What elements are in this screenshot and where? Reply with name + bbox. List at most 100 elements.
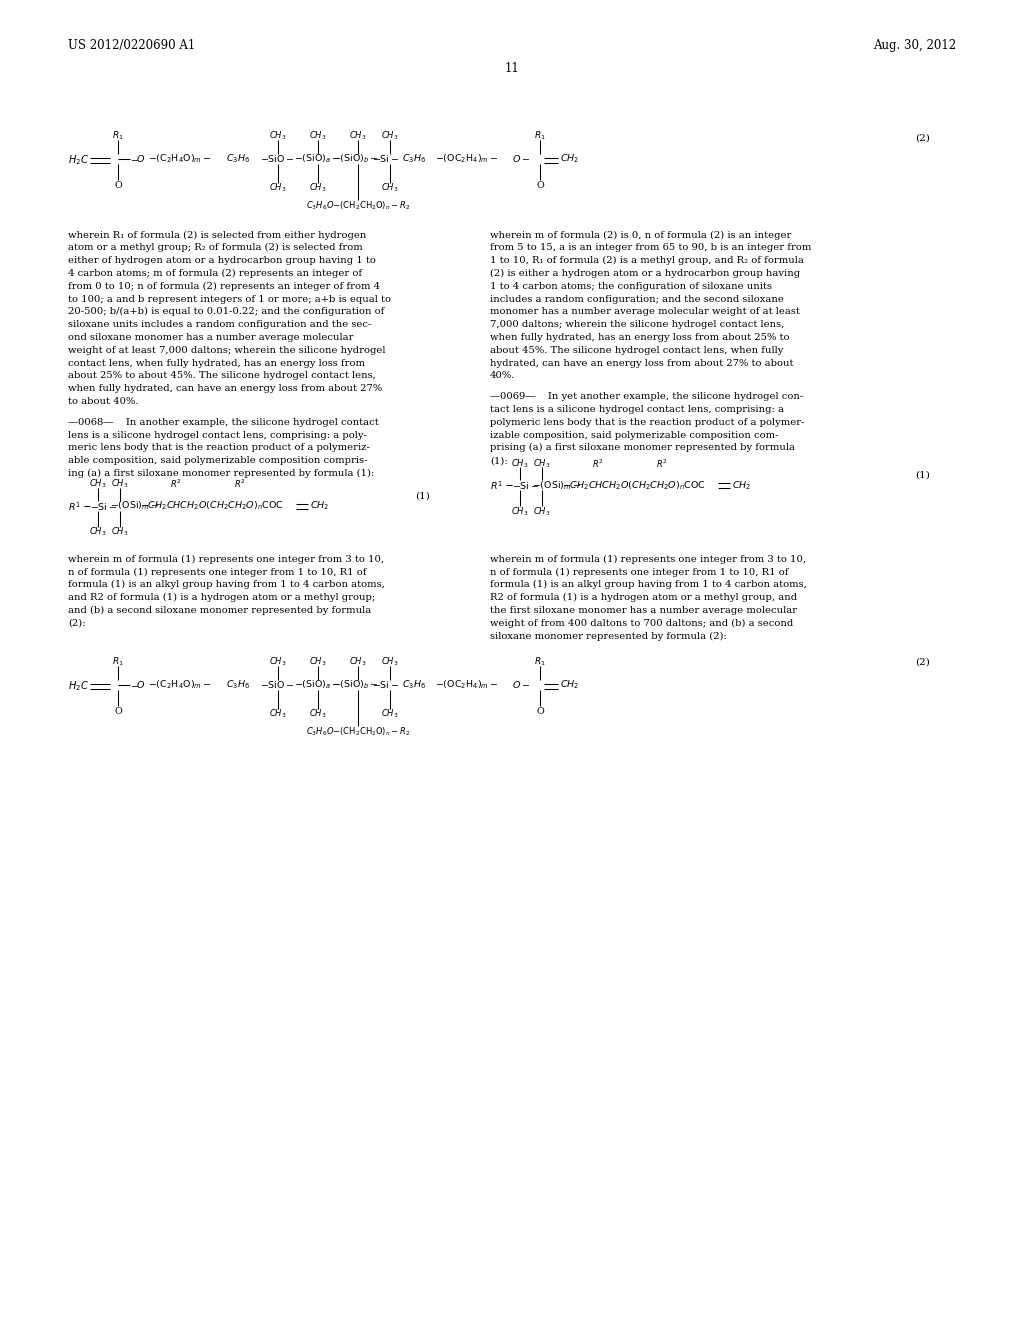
Text: $CH_3$: $CH_3$ (269, 182, 287, 194)
Text: $R_1$: $R_1$ (112, 656, 124, 668)
Text: $H_2C$: $H_2C$ (68, 678, 89, 693)
Text: $CH_3$: $CH_3$ (534, 506, 551, 517)
Text: $C_3H_6$: $C_3H_6$ (402, 678, 426, 692)
Text: $\mathrm{-(OSi)_{\it{m}}-}$: $\mathrm{-(OSi)_{\it{m}}-}$ (532, 479, 582, 491)
Text: to 100; a and b represent integers of 1 or more; a+b is equal to: to 100; a and b represent integers of 1 … (68, 294, 391, 304)
Text: $\mathrm{-(C_2H_4O)_{\it{m}}-}$: $\mathrm{-(C_2H_4O)_{\it{m}}-}$ (148, 678, 211, 692)
Text: $\mathrm{-(SiO)_{\it{a}}-}$: $\mathrm{-(SiO)_{\it{a}}-}$ (294, 153, 341, 165)
Text: —0069―    In yet another example, the silicone hydrogel con-: —0069― In yet another example, the silic… (490, 392, 803, 401)
Text: $CH_3$: $CH_3$ (112, 525, 129, 539)
Text: $-$: $-$ (130, 680, 139, 689)
Text: $R^2$: $R^2$ (592, 457, 604, 470)
Text: $\mathrm{-(OC_2H_4)_{\it{m}}-}$: $\mathrm{-(OC_2H_4)_{\it{m}}-}$ (435, 678, 499, 692)
Text: $CH_3$: $CH_3$ (511, 506, 528, 517)
Text: $-CH_2CHCH_2O(CH_2CH_2O)_n\mathrm{COC}$: $-CH_2CHCH_2O(CH_2CH_2O)_n\mathrm{COC}$ (140, 500, 284, 512)
Text: R2 of formula (1) is a hydrogen atom or a methyl group, and: R2 of formula (1) is a hydrogen atom or … (490, 593, 797, 602)
Text: (1): (1) (415, 492, 430, 500)
Text: $CH_3$: $CH_3$ (381, 656, 398, 668)
Text: $C_3H_6O\mathrm{-(CH_2CH_2O)_{\it{n}}-}R_2$: $C_3H_6O\mathrm{-(CH_2CH_2O)_{\it{n}}-}R… (306, 199, 411, 213)
Text: $H_2C$: $H_2C$ (68, 153, 89, 166)
Text: ing (a) a first siloxane monomer represented by formula (1):: ing (a) a first siloxane monomer represe… (68, 469, 375, 478)
Text: $CH_3$: $CH_3$ (511, 457, 528, 470)
Text: $-$: $-$ (130, 154, 139, 164)
Text: $CH_3$: $CH_3$ (309, 182, 327, 194)
Text: $-\mathrm{Si}-$: $-\mathrm{Si}-$ (372, 680, 399, 690)
Text: 11: 11 (505, 62, 519, 74)
Text: contact lens, when fully hydrated, has an energy loss from: contact lens, when fully hydrated, has a… (68, 359, 365, 367)
Text: siloxane units includes a random configuration and the sec-: siloxane units includes a random configu… (68, 321, 372, 329)
Text: O: O (114, 708, 122, 717)
Text: formula (1) is an alkyl group having from 1 to 4 carbon atoms,: formula (1) is an alkyl group having fro… (490, 581, 807, 589)
Text: ond siloxane monomer has a number average molecular: ond siloxane monomer has a number averag… (68, 333, 353, 342)
Text: $C_3H_6$: $C_3H_6$ (226, 678, 250, 692)
Text: $O$: $O$ (136, 680, 145, 690)
Text: $CH_3$: $CH_3$ (349, 656, 367, 668)
Text: and R2 of formula (1) is a hydrogen atom or a methyl group;: and R2 of formula (1) is a hydrogen atom… (68, 593, 375, 602)
Text: $-\mathrm{Si}-$: $-\mathrm{Si}-$ (90, 500, 118, 512)
Text: $\mathrm{-(OC_2H_4)_{\it{m}}-}$: $\mathrm{-(OC_2H_4)_{\it{m}}-}$ (435, 153, 499, 165)
Text: $CH_3$: $CH_3$ (269, 129, 287, 143)
Text: $CH_3$: $CH_3$ (89, 525, 106, 539)
Text: $-\mathrm{SiO}-$: $-\mathrm{SiO}-$ (260, 153, 295, 165)
Text: meric lens body that is the reaction product of a polymeriz-: meric lens body that is the reaction pro… (68, 444, 370, 453)
Text: n of formula (1) represents one integer from 1 to 10, R1 of: n of formula (1) represents one integer … (68, 568, 367, 577)
Text: $CH_2$: $CH_2$ (732, 479, 752, 491)
Text: Aug. 30, 2012: Aug. 30, 2012 (872, 40, 956, 53)
Text: prising (a) a first siloxane monomer represented by formula: prising (a) a first siloxane monomer rep… (490, 444, 795, 453)
Text: 20-500; b/(a+b) is equal to 0.01-0.22; and the configuration of: 20-500; b/(a+b) is equal to 0.01-0.22; a… (68, 308, 384, 317)
Text: $R^1$: $R^1$ (68, 500, 81, 512)
Text: $-\mathrm{SiO}-$: $-\mathrm{SiO}-$ (260, 680, 295, 690)
Text: 7,000 daltons; wherein the silicone hydrogel contact lens,: 7,000 daltons; wherein the silicone hydr… (490, 321, 784, 329)
Text: weight of from 400 daltons to 700 daltons; and (b) a second: weight of from 400 daltons to 700 dalton… (490, 619, 794, 628)
Text: wherein m of formula (2) is 0, n of formula (2) is an integer: wherein m of formula (2) is 0, n of form… (490, 231, 792, 239)
Text: $CH_2$: $CH_2$ (560, 153, 580, 165)
Text: either of hydrogen atom or a hydrocarbon group having 1 to: either of hydrogen atom or a hydrocarbon… (68, 256, 376, 265)
Text: and (b) a second siloxane monomer represented by formula: and (b) a second siloxane monomer repres… (68, 606, 372, 615)
Text: monomer has a number average molecular weight of at least: monomer has a number average molecular w… (490, 308, 800, 317)
Text: lens is a silicone hydrogel contact lens, comprising: a poly-: lens is a silicone hydrogel contact lens… (68, 430, 367, 440)
Text: includes a random configuration; and the second siloxane: includes a random configuration; and the… (490, 294, 784, 304)
Text: $C_3H_6O\mathrm{-(CH_2CH_2O)_{\it{n}}-}R_2$: $C_3H_6O\mathrm{-(CH_2CH_2O)_{\it{n}}-}R… (306, 726, 411, 738)
Text: $O$: $O$ (136, 153, 145, 165)
Text: atom or a methyl group; R₂ of formula (2) is selected from: atom or a methyl group; R₂ of formula (2… (68, 243, 362, 252)
Text: $C_3H_6$: $C_3H_6$ (226, 153, 250, 165)
Text: $R_1$: $R_1$ (535, 129, 546, 143)
Text: $\mathrm{-(OSi)_{\it{m}}-}$: $\mathrm{-(OSi)_{\it{m}}-}$ (110, 500, 159, 512)
Text: wherein m of formula (1) represents one integer from 3 to 10,: wherein m of formula (1) represents one … (490, 554, 806, 564)
Text: (2):: (2): (68, 619, 86, 628)
Text: when fully hydrated, can have an energy loss from about 27%: when fully hydrated, can have an energy … (68, 384, 382, 393)
Text: $-\mathrm{Si}-$: $-\mathrm{Si}-$ (512, 480, 540, 491)
Text: (1): (1) (915, 471, 930, 480)
Text: (2): (2) (915, 657, 930, 667)
Text: $CH_3$: $CH_3$ (381, 708, 398, 719)
Text: izable composition, said polymerizable composition com-: izable composition, said polymerizable c… (490, 430, 778, 440)
Text: $R^2$: $R^2$ (656, 457, 668, 470)
Text: weight of at least 7,000 daltons; wherein the silicone hydrogel: weight of at least 7,000 daltons; wherei… (68, 346, 385, 355)
Text: $CH_3$: $CH_3$ (381, 129, 398, 143)
Text: tact lens is a silicone hydrogel contact lens, comprising: a: tact lens is a silicone hydrogel contact… (490, 405, 784, 414)
Text: 4 carbon atoms; m of formula (2) represents an integer of: 4 carbon atoms; m of formula (2) represe… (68, 269, 362, 279)
Text: $CH_3$: $CH_3$ (309, 708, 327, 719)
Text: $R^2$: $R^2$ (234, 478, 246, 491)
Text: O: O (114, 181, 122, 190)
Text: siloxane monomer represented by formula (2):: siloxane monomer represented by formula … (490, 631, 727, 640)
Text: $CH_3$: $CH_3$ (309, 656, 327, 668)
Text: $-\mathrm{Si}-$: $-\mathrm{Si}-$ (372, 153, 399, 165)
Text: $CH_3$: $CH_3$ (381, 182, 398, 194)
Text: $-CH_2CHCH_2O(CH_2CH_2O)_n\mathrm{COC}$: $-CH_2CHCH_2O(CH_2CH_2O)_n\mathrm{COC}$ (562, 479, 706, 491)
Text: $R_1$: $R_1$ (112, 129, 124, 143)
Text: $C_3H_6$: $C_3H_6$ (402, 153, 426, 165)
Text: (2): (2) (915, 133, 930, 143)
Text: from 0 to 10; n of formula (2) represents an integer of from 4: from 0 to 10; n of formula (2) represent… (68, 281, 380, 290)
Text: from 5 to 15, a is an integer from 65 to 90, b is an integer from: from 5 to 15, a is an integer from 65 to… (490, 243, 811, 252)
Text: about 25% to about 45%. The silicone hydrogel contact lens,: about 25% to about 45%. The silicone hyd… (68, 371, 376, 380)
Text: 1 to 4 carbon atoms; the configuration of siloxane units: 1 to 4 carbon atoms; the configuration o… (490, 281, 772, 290)
Text: $\mathrm{-(SiO)_{\it{b}}-}$: $\mathrm{-(SiO)_{\it{b}}-}$ (332, 153, 379, 165)
Text: $CH_3$: $CH_3$ (309, 129, 327, 143)
Text: $R^2$: $R^2$ (170, 478, 182, 491)
Text: when fully hydrated, has an energy loss from about 25% to: when fully hydrated, has an energy loss … (490, 333, 790, 342)
Text: able composition, said polymerizable composition compris-: able composition, said polymerizable com… (68, 457, 368, 465)
Text: the first siloxane monomer has a number average molecular: the first siloxane monomer has a number … (490, 606, 797, 615)
Text: n of formula (1) represents one integer from 1 to 10, R1 of: n of formula (1) represents one integer … (490, 568, 788, 577)
Text: US 2012/0220690 A1: US 2012/0220690 A1 (68, 40, 196, 53)
